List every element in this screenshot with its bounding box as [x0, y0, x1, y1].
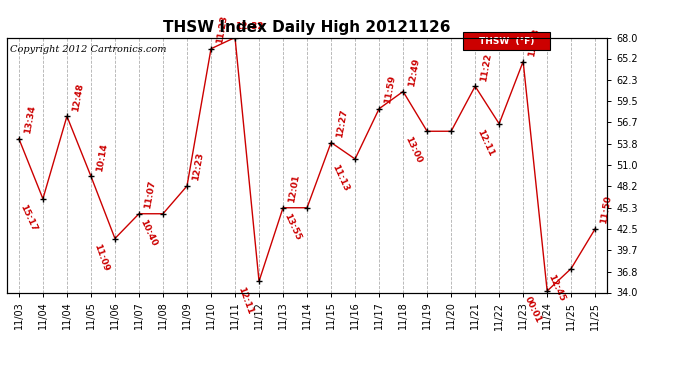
- Text: 13:00: 13:00: [403, 135, 423, 165]
- Text: 12:27: 12:27: [335, 108, 349, 138]
- FancyBboxPatch shape: [463, 32, 550, 50]
- Text: 12:32: 12:32: [235, 21, 264, 30]
- Text: 11:59: 11:59: [383, 75, 397, 105]
- Text: 11:13: 11:13: [331, 163, 351, 193]
- Text: 11:09: 11:09: [92, 243, 111, 273]
- Text: 11:50: 11:50: [600, 195, 613, 225]
- Text: 12:23: 12:23: [191, 152, 205, 182]
- Text: 10:40: 10:40: [139, 218, 159, 248]
- Text: 11:23: 11:23: [215, 15, 229, 45]
- Text: 12:01: 12:01: [287, 174, 301, 204]
- Text: 12:43: 12:43: [527, 27, 541, 57]
- Text: 12:48: 12:48: [71, 82, 85, 112]
- Text: THSW  (°F): THSW (°F): [479, 37, 534, 46]
- Text: 12:11: 12:11: [237, 285, 255, 315]
- Title: THSW Index Daily High 20121126: THSW Index Daily High 20121126: [164, 20, 451, 35]
- Text: 12:49: 12:49: [407, 57, 421, 87]
- Text: 15:17: 15:17: [19, 203, 39, 233]
- Text: 00:01: 00:01: [523, 295, 543, 325]
- Text: 13:34: 13:34: [23, 105, 37, 135]
- Text: 11:22: 11:22: [480, 53, 493, 82]
- Text: 13:55: 13:55: [283, 212, 303, 242]
- Text: 12:11: 12:11: [475, 128, 495, 158]
- Text: 11:07: 11:07: [143, 180, 157, 210]
- Text: Copyright 2012 Cartronics.com: Copyright 2012 Cartronics.com: [10, 45, 166, 54]
- Text: 12:45: 12:45: [546, 273, 567, 303]
- Text: 10:14: 10:14: [95, 142, 109, 172]
